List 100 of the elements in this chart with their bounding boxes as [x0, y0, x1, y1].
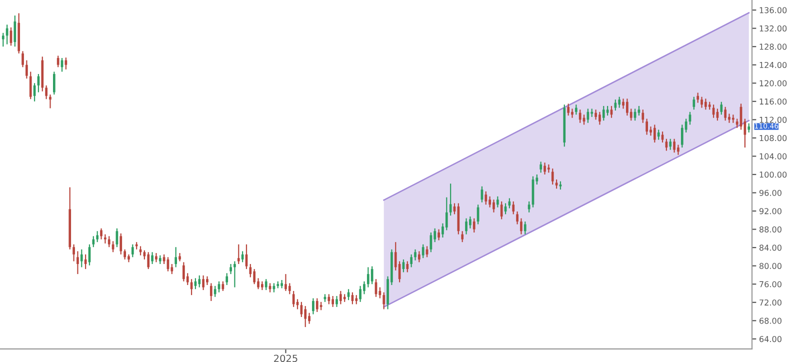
candlestick — [96, 230, 99, 243]
candlestick — [488, 196, 491, 208]
candlestick — [638, 105, 640, 116]
candlestick — [555, 178, 558, 190]
candlestick — [524, 220, 526, 235]
candlestick — [657, 129, 660, 140]
candlestick — [696, 92, 700, 104]
candlestick — [704, 98, 707, 110]
candlestick — [626, 98, 628, 116]
candlestick — [226, 272, 228, 286]
candlestick — [108, 236, 110, 248]
candlestick — [414, 248, 416, 261]
candlestick — [410, 254, 412, 268]
candlestick — [359, 285, 362, 302]
candlestick — [418, 250, 420, 263]
candlestick — [544, 162, 546, 176]
candlestick — [45, 84, 48, 100]
candlestick — [328, 294, 330, 305]
y-tick-label: 104.00 — [760, 153, 787, 160]
candlestick — [230, 263, 232, 275]
candlestick — [288, 282, 291, 295]
candlestick — [496, 196, 499, 208]
candlestick — [680, 124, 684, 148]
candlestick — [253, 268, 256, 285]
y-tick-label: 116.00 — [760, 98, 787, 105]
candlestick — [598, 111, 601, 126]
candlestick — [748, 122, 750, 134]
candlestick — [618, 96, 621, 108]
candlestick — [692, 96, 696, 110]
candlestick — [500, 200, 503, 220]
y-tick-label: 96.00 — [759, 190, 782, 196]
candlestick — [661, 130, 664, 144]
candlestick — [422, 244, 424, 259]
y-tick-label: 120.00 — [760, 80, 787, 86]
candlestick — [484, 190, 488, 206]
candlestick — [2, 32, 4, 48]
y-tick-label: 84.00 — [759, 244, 782, 251]
candlestick — [104, 234, 106, 244]
candlestick — [312, 298, 314, 315]
candlestick — [340, 290, 342, 305]
candlestick — [26, 60, 28, 80]
candlestick — [594, 109, 597, 120]
candlestick — [210, 282, 212, 302]
y-tick-label: 136.00 — [760, 7, 787, 14]
candlestick — [720, 101, 723, 116]
candlestick — [378, 286, 382, 299]
candlestick — [355, 294, 358, 305]
y-tick-label: 92.00 — [759, 208, 782, 214]
candlestick — [551, 168, 554, 186]
candlestick — [198, 274, 201, 288]
candlestick — [155, 252, 158, 263]
candlestick — [151, 252, 154, 265]
y-tick-label: 72.00 — [760, 299, 782, 306]
candlestick — [29, 71, 32, 100]
y-tick-label: 108.00 — [760, 135, 787, 142]
candlestick — [174, 246, 178, 268]
y-tick-label: 76.00 — [760, 281, 782, 288]
candlestick — [316, 298, 318, 313]
candlestick — [234, 260, 236, 288]
candlestick — [540, 161, 542, 174]
candlestick — [724, 106, 726, 122]
candlestick — [642, 109, 644, 124]
candlestick — [602, 105, 605, 122]
candlestick — [614, 99, 617, 112]
candlestick — [124, 248, 126, 260]
candlestick — [469, 216, 472, 229]
candlestick — [728, 113, 730, 124]
candlestick — [622, 98, 624, 110]
candlestick — [92, 236, 95, 248]
candlestick — [516, 210, 518, 225]
candlestick — [76, 250, 79, 275]
candlestick — [370, 266, 374, 285]
candlestick — [120, 232, 122, 255]
candlestick — [264, 278, 268, 291]
candlestick — [677, 144, 680, 156]
y-tick-label: 112.00 — [760, 116, 787, 123]
candlestick — [308, 312, 310, 324]
candlestick — [363, 280, 366, 295]
candlestick — [72, 244, 75, 262]
candlestick — [366, 266, 370, 288]
y-tick-label: 80.00 — [759, 262, 782, 270]
candlestick — [14, 14, 16, 48]
candlestick — [646, 118, 648, 136]
candlestick — [492, 199, 495, 213]
candlestick — [650, 126, 652, 136]
candlestick — [56, 55, 60, 68]
candlestick — [80, 248, 83, 268]
candlestick — [52, 71, 56, 96]
candlestick — [465, 218, 468, 235]
x-tick-label: 2025 — [274, 354, 298, 362]
candlestick — [214, 285, 216, 298]
candlestick — [284, 274, 287, 292]
y-tick-label: 124.00 — [760, 62, 787, 68]
candlestick — [382, 292, 386, 310]
candlestick — [292, 290, 295, 308]
candlestick — [131, 244, 134, 258]
candlestick — [406, 260, 409, 273]
candlestick — [237, 244, 240, 265]
candlestick — [673, 138, 676, 154]
candlestick — [472, 218, 476, 234]
